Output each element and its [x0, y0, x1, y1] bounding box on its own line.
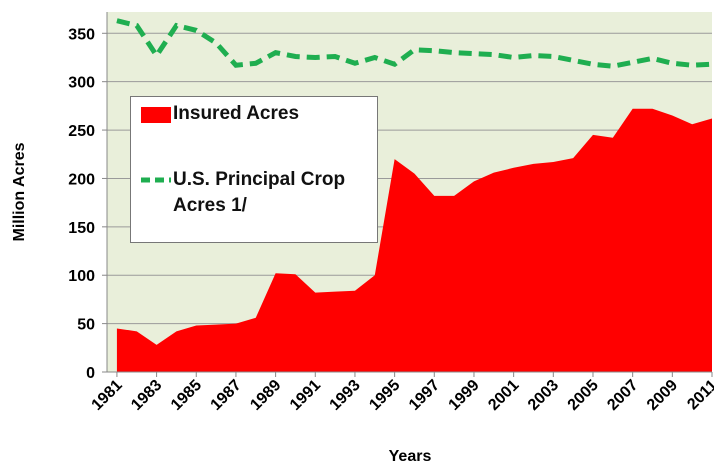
x-tick-label: 1983: [128, 377, 165, 414]
x-axis-label: Years: [389, 448, 432, 465]
y-tick-label: 0: [86, 365, 95, 382]
x-tick-label: 2007: [604, 377, 641, 414]
y-tick-label: 100: [68, 268, 95, 285]
y-axis-label: Million Acres: [11, 142, 28, 241]
swatch: [141, 107, 171, 123]
legend: Insured Acres U.S. Principal Crop Acres …: [130, 96, 378, 243]
x-tick-label: 1991: [287, 377, 324, 414]
x-tick-label: 1985: [168, 377, 205, 414]
y-tick-label: 350: [68, 26, 95, 43]
legend-swatch: [141, 177, 171, 183]
y-tick-label: 150: [68, 220, 95, 237]
x-tick-label: 1997: [406, 377, 443, 414]
x-tick-label: 2011: [684, 377, 714, 414]
x-tick-label: 1989: [247, 377, 284, 414]
x-tick-label: 2001: [485, 377, 522, 414]
x-tick-label: 2005: [565, 377, 602, 414]
legend-text: Insured Acres: [173, 103, 300, 124]
x-tick-label: 1995: [366, 377, 403, 414]
x-tick-label: 2009: [644, 377, 681, 414]
legend-entry: Insured Acres: [141, 101, 363, 127]
y-tick-label: 250: [68, 123, 95, 140]
legend-text: U.S. Principal Crop Acres 1/: [173, 169, 346, 216]
x-tick-label: 2003: [525, 377, 562, 414]
x-tick-label: 1981: [89, 377, 126, 414]
y-tick-label: 200: [68, 171, 95, 188]
area: [116, 108, 712, 372]
x-tick-label: 1993: [327, 377, 364, 414]
x-tick-label: 1999: [446, 377, 483, 414]
y-tick-label: 300: [68, 75, 95, 92]
x-tick-label: 1987: [208, 377, 245, 414]
legend-swatch: [141, 107, 171, 123]
y-tick-label: 50: [77, 317, 95, 334]
legend-entry: U.S. Principal Crop Acres 1/: [141, 167, 363, 219]
